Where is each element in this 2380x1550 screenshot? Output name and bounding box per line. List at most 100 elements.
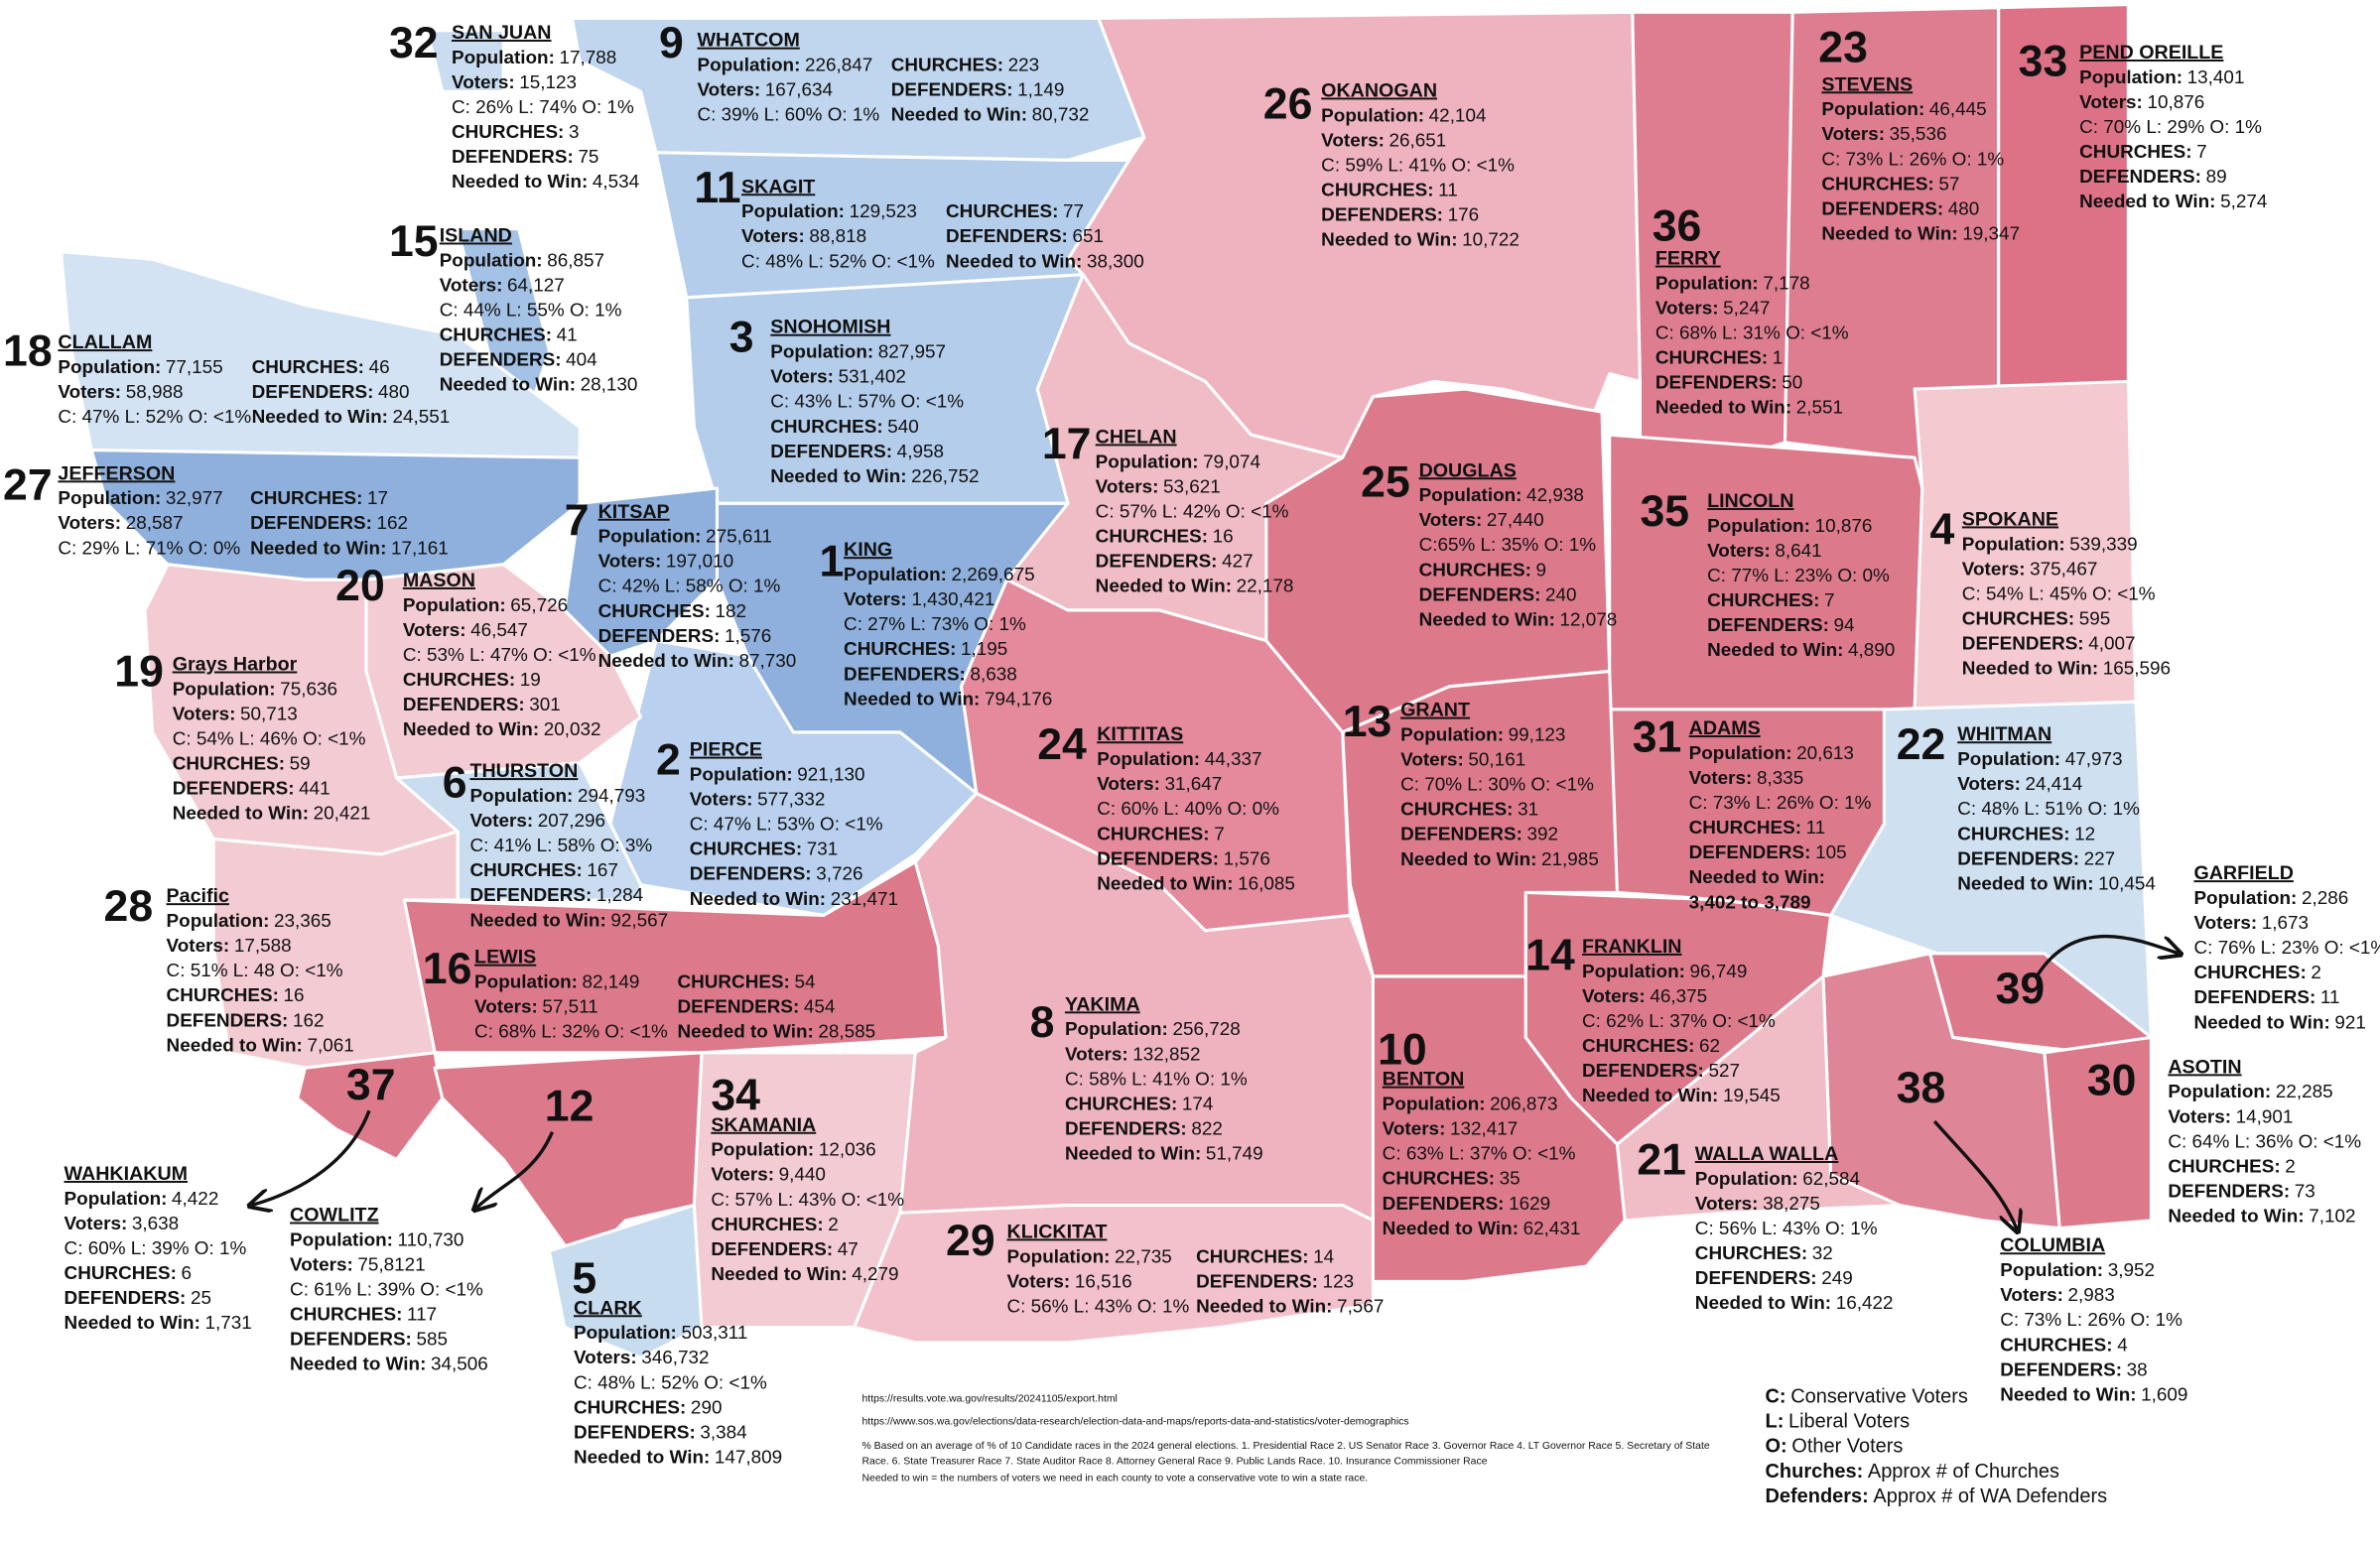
arrow xyxy=(476,1131,555,1209)
stat-line: DEFENDERS: 47 xyxy=(711,1239,858,1260)
stat-text: C: 70% L: 30% O: <1% xyxy=(1400,775,1594,796)
stat-label: DEFENDERS: xyxy=(946,226,1068,247)
county-name: BENTON xyxy=(1383,1069,1465,1091)
stat-label: Population: xyxy=(2000,1260,2103,1281)
stat-label: Voters: xyxy=(1707,541,1771,562)
county-number: 6 xyxy=(443,759,467,808)
county-number: 16 xyxy=(423,945,472,993)
stat-label: DEFENDERS: xyxy=(1962,634,2084,655)
stat-line: Needed to Win: 51,749 xyxy=(1065,1144,1263,1165)
stat-value: 88,818 xyxy=(809,226,866,247)
stat-label: DEFENDERS: xyxy=(1400,825,1522,845)
stat-label: CHURCHES: xyxy=(403,670,515,691)
stat-line: Voters: 28,587 xyxy=(58,513,183,534)
stat-value: 21,985 xyxy=(1541,849,1599,870)
stat-label: DEFENDERS: xyxy=(1383,1194,1505,1215)
stat-value: 77,155 xyxy=(166,357,223,378)
stat-value: 794,176 xyxy=(985,689,1052,710)
stat-value: 9 xyxy=(1536,560,1547,581)
county-number: 5 xyxy=(572,1254,596,1303)
stat-text: C: 27% L: 73% O: 1% xyxy=(844,614,1026,635)
stat-label: Voters: xyxy=(690,790,753,811)
county-name: SKAMANIA xyxy=(711,1114,816,1136)
arrow xyxy=(1932,1119,2017,1229)
stat-label: CHURCHES: xyxy=(2168,1156,2280,1177)
stat-line: Voters: 10,876 xyxy=(2079,92,2204,113)
stat-label: Needed to Win: xyxy=(1196,1296,1332,1317)
stat-label: Voters: xyxy=(474,997,538,1018)
stat-label: Needed to Win: xyxy=(1065,1144,1201,1165)
stat-value: 46,375 xyxy=(1650,986,1707,1007)
county-name: KITSAP xyxy=(598,501,670,523)
stat-value: 165,596 xyxy=(2103,659,2171,680)
stat-line: Voters: 531,402 xyxy=(770,367,906,388)
stat-line: Needed to Win: 7,061 xyxy=(167,1035,354,1056)
stat-line: Voters: 64,127 xyxy=(440,275,565,296)
stat-line: Population: 42,938 xyxy=(1419,485,1584,506)
stat-text: C: 61% L: 39% O: <1% xyxy=(290,1279,483,1300)
stat-line: Population: 7,178 xyxy=(1655,273,1810,294)
stat-line: C: 42% L: 58% O: 1% xyxy=(598,577,781,597)
stat-label: Voters: xyxy=(440,275,503,296)
county-name: SPOKANE xyxy=(1962,508,2058,530)
stat-label: Population: xyxy=(58,357,161,378)
stat-label: DEFENDERS: xyxy=(1321,205,1443,226)
stat-label: CHURCHES: xyxy=(1321,180,1433,200)
county-name: COWLITZ xyxy=(290,1205,379,1227)
stat-line: CHURCHES: 6 xyxy=(65,1263,192,1284)
stat-label: DEFENDERS: xyxy=(1695,1268,1817,1289)
county-number: 21 xyxy=(1637,1135,1686,1184)
source-note: https://www.sos.wa.gov/elections/data-re… xyxy=(862,1417,1409,1428)
stat-line: Needed to Win: 92,567 xyxy=(469,910,668,931)
stat-value: 28,587 xyxy=(126,513,184,534)
stat-line: Needed to Win: 16,422 xyxy=(1695,1293,1894,1314)
stat-line: C: 60% L: 39% O: 1% xyxy=(65,1238,247,1259)
stat-value: 427 xyxy=(1222,552,1254,573)
county-number: 19 xyxy=(114,647,164,696)
stat-value: 7,567 xyxy=(1337,1296,1384,1317)
stat-line: DEFENDERS: 25 xyxy=(65,1288,211,1309)
stat-value: 441 xyxy=(299,779,331,800)
stat-label: CHURCHES: xyxy=(1707,590,1819,611)
stat-value: 223 xyxy=(1008,56,1040,76)
stat-label: Needed to Win: xyxy=(1655,398,1791,419)
stat-label: Needed to Win: xyxy=(598,651,734,672)
stat-value: 22,735 xyxy=(1115,1246,1172,1267)
stat-line: DEFENDERS: 176 xyxy=(1321,205,1479,226)
stat-line: CHURCHES: 731 xyxy=(690,840,838,860)
stat-value: 5,247 xyxy=(1723,298,1770,319)
stat-line: Needed to Win: 21,985 xyxy=(1400,849,1599,870)
stat-label: Needed to Win: xyxy=(173,804,309,825)
stat-value: 16 xyxy=(284,985,305,1006)
stat-line: Voters: 14,901 xyxy=(2168,1106,2293,1127)
county-name: CHELAN xyxy=(1096,426,1177,448)
stat-line: Population: 22,735 xyxy=(1007,1246,1172,1267)
stat-value: 24,414 xyxy=(2025,774,2082,795)
legend-text: Conservative Voters xyxy=(1790,1386,1968,1408)
stat-line: CHURCHES: 7 xyxy=(2079,142,2206,163)
stat-text: C: 43% L: 57% O: <1% xyxy=(770,392,964,413)
stat-label: DEFENDERS: xyxy=(440,350,562,371)
stat-line: C: 76% L: 23% O: <1% xyxy=(2193,938,2380,959)
stat-line: Needed to Win: 28,130 xyxy=(440,375,638,396)
stat-value: 595 xyxy=(2079,608,2111,629)
county-number: 29 xyxy=(946,1217,995,1265)
stat-value: 4,279 xyxy=(852,1264,898,1285)
stat-line: DEFENDERS: 441 xyxy=(173,779,331,800)
stat-line: CHURCHES: 11 xyxy=(1689,818,1826,839)
stat-value: 129,523 xyxy=(850,201,917,222)
stat-line: C:65% L: 35% O: 1% xyxy=(1419,535,1597,556)
stat-label: Needed to Win: xyxy=(469,910,605,931)
stat-label: Voters: xyxy=(2168,1106,2231,1127)
stat-value: 531,402 xyxy=(839,367,906,388)
stat-label: CHURCHES: xyxy=(844,639,956,660)
county-name: SKAGIT xyxy=(741,176,815,197)
stat-value: 1,430,421 xyxy=(911,589,994,610)
stat-value: 1629 xyxy=(1509,1194,1550,1215)
stat-line: Voters: 15,123 xyxy=(452,72,577,93)
county-shape xyxy=(211,830,460,1070)
stat-label: CHURCHES: xyxy=(1655,348,1768,369)
county-number: 39 xyxy=(1996,965,2046,1013)
